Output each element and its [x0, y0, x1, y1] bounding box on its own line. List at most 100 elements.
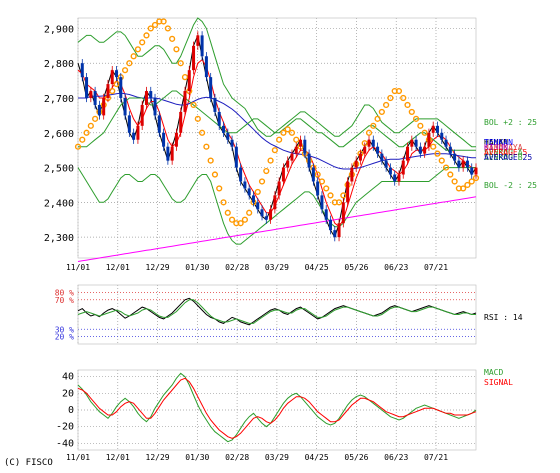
series-ichimoku-cloud: [78, 90, 476, 151]
x-tick-label: 11/01: [66, 263, 90, 272]
candle-body: [93, 91, 97, 105]
sar-point: [327, 192, 334, 199]
sar-point: [395, 87, 403, 95]
candle-body: [251, 195, 255, 203]
candle-body: [170, 146, 174, 161]
candle-body: [213, 98, 217, 112]
candle-body: [431, 125, 435, 133]
sar-point: [447, 171, 454, 178]
candle-body: [226, 132, 230, 140]
overlay-label: HAMAN: [484, 138, 508, 147]
x-tick-label: 05/26: [344, 453, 368, 462]
candle-body: [144, 91, 148, 105]
candle-body: [183, 91, 187, 112]
candle-body: [367, 139, 371, 147]
candle-body: [350, 167, 354, 182]
candle-body: [230, 139, 234, 147]
candle-body: [140, 104, 144, 126]
sar-point: [378, 108, 385, 116]
series-signal: [77, 377, 477, 439]
sar-point: [194, 115, 201, 122]
candle-body: [418, 146, 422, 154]
sar-point: [400, 94, 407, 102]
sar-point: [288, 129, 296, 136]
sar-point: [254, 188, 261, 196]
candle-body: [397, 174, 401, 182]
x-tick-label: 01/30: [185, 453, 209, 462]
candle-body: [110, 70, 114, 85]
candle-body: [239, 167, 243, 182]
legend-label: MACD: [484, 368, 503, 377]
sar-point: [199, 129, 206, 136]
x-tick-label: 06/23: [384, 263, 408, 272]
sar-point: [387, 94, 394, 102]
candle-body: [174, 132, 178, 147]
sar-point: [228, 216, 236, 223]
overlay-label: AVERAGE 5: [484, 148, 528, 157]
x-tick-label: 11/01: [66, 453, 90, 462]
candle-body: [127, 115, 131, 133]
sar-point: [92, 115, 99, 122]
sar-point: [468, 178, 475, 185]
macd-tick-label: 20: [62, 388, 74, 399]
candle-body: [123, 98, 127, 116]
candle-body: [294, 146, 298, 154]
candle-body: [337, 223, 341, 238]
macd-tick-label: 40: [62, 372, 74, 383]
sar-point: [263, 167, 270, 175]
candle-body: [324, 209, 328, 220]
overlay-label: HAMAKAYA: [484, 143, 523, 152]
candle-body: [470, 167, 474, 175]
candle-body: [444, 139, 448, 147]
sar-point: [318, 178, 326, 185]
sar-point: [190, 101, 197, 109]
sar-point: [211, 171, 219, 178]
candle-body: [132, 132, 136, 140]
candle-body: [299, 139, 303, 147]
candle-body: [102, 98, 106, 116]
candle-body: [307, 153, 311, 168]
candle-body: [187, 70, 191, 92]
sar-point: [438, 157, 445, 164]
x-tick-label: 12/29: [146, 263, 170, 272]
sar-point: [220, 199, 227, 206]
candle-body: [333, 230, 337, 238]
sar-point: [241, 216, 249, 223]
legend-label: RSI : 14: [484, 313, 523, 322]
candle-body: [406, 146, 410, 161]
sar-point: [246, 209, 253, 216]
candle-body: [89, 91, 93, 98]
candle-body: [136, 125, 140, 140]
sar-point: [130, 53, 137, 60]
sar-point: [374, 115, 381, 122]
panel-frame: [77, 17, 477, 259]
sar-point: [314, 171, 321, 178]
sar-point: [464, 181, 471, 189]
y-tick-label: 2,300: [44, 233, 74, 244]
sar-point: [169, 35, 176, 42]
overlay-label: KIJUN: [484, 143, 508, 152]
sar-point: [417, 122, 424, 129]
candle-body: [106, 84, 110, 98]
x-tick-label: 02/28: [225, 453, 249, 462]
candle-body: [260, 209, 264, 217]
candle-body: [115, 70, 119, 78]
sar-point: [164, 25, 171, 32]
candle-body: [290, 153, 294, 161]
price-panel: [74, 17, 480, 262]
candle-body: [346, 181, 350, 203]
candle-body: [423, 146, 427, 154]
y-tick-label: 2,600: [44, 129, 74, 140]
sar-point: [365, 129, 373, 136]
x-tick-label: 12/01: [106, 453, 130, 462]
candle-body: [380, 153, 384, 161]
sar-point: [284, 126, 291, 133]
sar-point: [430, 143, 437, 150]
candle-body: [273, 195, 277, 210]
overlay-label: TENKAN: [484, 138, 513, 147]
rsi-tick-label: 70 %: [55, 296, 74, 305]
sar-point: [134, 46, 142, 53]
candle-body: [80, 63, 84, 78]
candle-body: [465, 160, 469, 168]
rsi-tick-label: 80 %: [55, 288, 74, 297]
